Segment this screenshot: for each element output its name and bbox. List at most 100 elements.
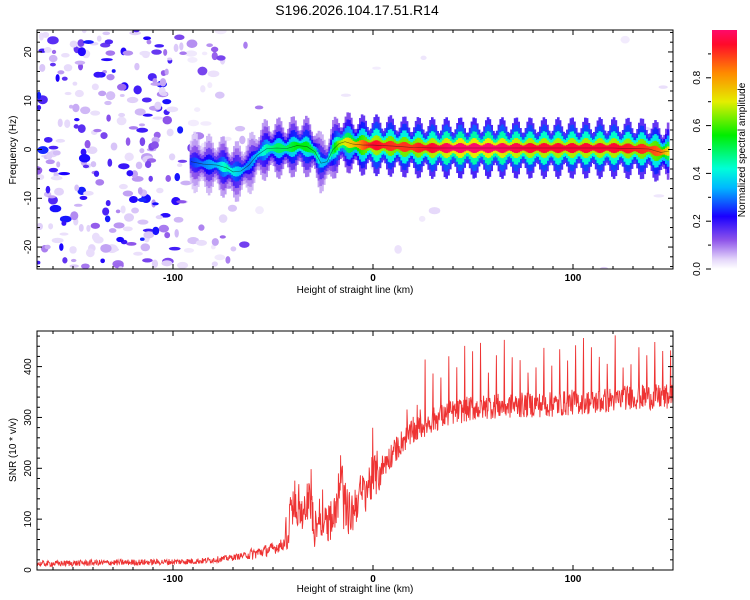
noise-blob bbox=[177, 163, 183, 168]
noise-blob bbox=[57, 70, 65, 75]
noise-blob bbox=[156, 187, 164, 194]
noise-blob bbox=[50, 175, 63, 181]
noise-blob bbox=[173, 216, 184, 223]
noise-blob bbox=[119, 93, 125, 97]
colorbar-tick-label: 0.0 bbox=[692, 262, 703, 276]
noise-blob bbox=[168, 153, 176, 161]
snr-series-line bbox=[37, 335, 673, 568]
noise-blob bbox=[86, 146, 98, 155]
noise-blob bbox=[179, 42, 184, 51]
noise-blob bbox=[186, 39, 198, 48]
noise-blob bbox=[102, 207, 110, 216]
noise-blob bbox=[142, 258, 153, 263]
noise-blob bbox=[146, 39, 152, 45]
noise-blob bbox=[152, 226, 160, 236]
noise-blob bbox=[180, 180, 192, 186]
spectrogram-y-axis: 20 10 0 -10 -20 bbox=[23, 31, 673, 268]
noise-blob bbox=[81, 30, 87, 34]
noise-blob bbox=[138, 123, 146, 127]
noise-blob bbox=[37, 260, 41, 265]
noise-blob bbox=[72, 103, 80, 113]
noise-blob bbox=[200, 121, 212, 126]
noise-blob bbox=[100, 243, 112, 253]
noise-blob bbox=[73, 124, 79, 129]
noise-blob bbox=[86, 224, 91, 232]
x-tick-label: -100 bbox=[163, 273, 183, 284]
noise-blob bbox=[37, 222, 43, 231]
noise-blob bbox=[63, 64, 73, 72]
noise-blob bbox=[143, 231, 155, 239]
noise-blob bbox=[74, 60, 86, 65]
noise-blob bbox=[128, 126, 139, 130]
noise-blob bbox=[49, 62, 56, 67]
noise-blob bbox=[70, 211, 79, 221]
noise-blob bbox=[41, 31, 50, 38]
y-tick-label: 0 bbox=[23, 146, 34, 152]
noise-blob bbox=[137, 219, 149, 225]
noise-blob bbox=[167, 57, 172, 61]
noise-blob bbox=[82, 164, 90, 169]
noise-blob bbox=[91, 83, 99, 91]
noise-blob bbox=[84, 140, 91, 149]
noise-blob bbox=[61, 220, 67, 226]
noise-blob bbox=[48, 145, 59, 150]
snr-line bbox=[37, 335, 673, 568]
noise-blob bbox=[137, 197, 147, 202]
noise-blob bbox=[254, 105, 264, 110]
noise-blob bbox=[174, 173, 181, 182]
noise-blob bbox=[135, 161, 143, 170]
noise-blob bbox=[131, 207, 139, 214]
noise-blob bbox=[70, 258, 77, 263]
noise-blob bbox=[98, 90, 107, 97]
noise-blob bbox=[206, 43, 213, 48]
noise-blob bbox=[73, 203, 83, 207]
noise-blob bbox=[141, 97, 152, 103]
noise-blob bbox=[126, 170, 134, 177]
y-tick-label: 0 bbox=[23, 567, 34, 573]
noise-blob bbox=[90, 110, 101, 116]
ridge-centerline bbox=[190, 141, 670, 173]
noise-blob bbox=[74, 117, 80, 122]
noise-blob bbox=[62, 257, 68, 264]
noise-blob bbox=[93, 128, 102, 133]
noise-blob bbox=[150, 141, 159, 149]
noise-blob bbox=[85, 248, 95, 258]
noise-blob bbox=[44, 47, 52, 53]
noise-blob bbox=[340, 93, 352, 97]
noise-blob bbox=[418, 215, 426, 222]
noise-blob bbox=[47, 195, 56, 199]
noise-blob bbox=[151, 49, 162, 55]
noise-blob bbox=[93, 71, 103, 78]
noise-blob bbox=[118, 112, 126, 118]
noise-blob bbox=[160, 213, 171, 218]
noise-blob bbox=[164, 231, 171, 239]
noise-blob bbox=[207, 70, 220, 78]
noise-blob bbox=[187, 57, 198, 63]
noise-blob bbox=[54, 187, 64, 196]
noise-blob bbox=[243, 41, 248, 49]
noise-blob bbox=[183, 248, 195, 253]
noise-blob bbox=[90, 222, 101, 229]
snr-y-label: SNR (10 * v/v) bbox=[8, 418, 19, 482]
noise-blob bbox=[48, 223, 54, 230]
noise-blob bbox=[155, 215, 163, 220]
noise-blob bbox=[227, 204, 238, 212]
noise-blob bbox=[77, 124, 86, 133]
noise-blob bbox=[49, 204, 62, 213]
noise-blob bbox=[215, 91, 225, 99]
noise-blob bbox=[45, 159, 55, 165]
noise-blob bbox=[64, 119, 71, 128]
noise-blob bbox=[214, 30, 227, 35]
noise-blob bbox=[100, 258, 105, 264]
noise-blob bbox=[113, 222, 125, 229]
noise-blob bbox=[139, 237, 145, 241]
noise-blob bbox=[78, 223, 84, 232]
noise-blob bbox=[95, 179, 105, 186]
colorbar: 0.0 0.2 0.4 0.6 0.8 Normalized spectral ampl… bbox=[692, 30, 748, 276]
snr-panel: -100 0 100 0 100 200 300 400 Height of straigh… bbox=[8, 330, 674, 595]
noise-blob bbox=[80, 106, 91, 115]
noise-blob bbox=[83, 190, 94, 196]
noise-blob bbox=[658, 85, 668, 89]
noise-blob bbox=[69, 104, 74, 109]
